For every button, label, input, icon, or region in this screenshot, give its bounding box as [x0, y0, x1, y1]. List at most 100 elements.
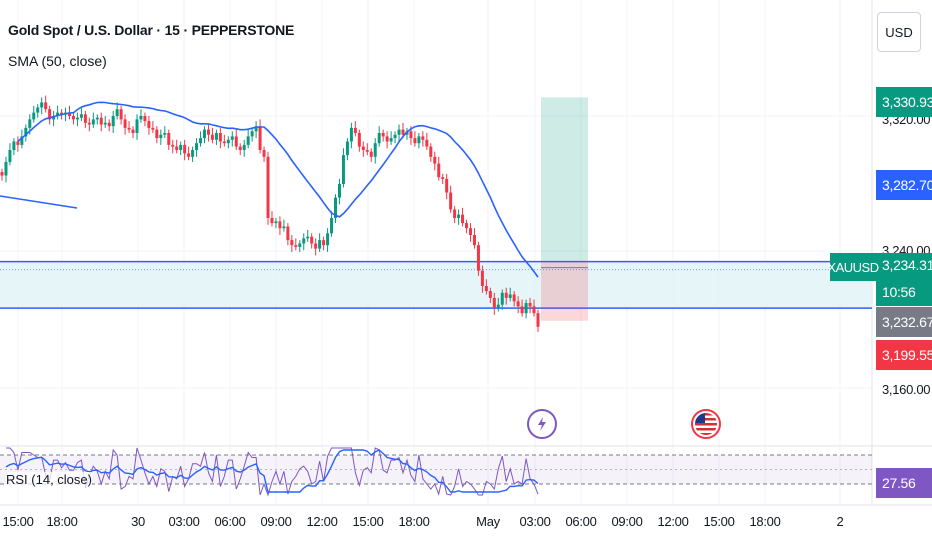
candle-body — [206, 129, 210, 135]
candle-body — [28, 119, 32, 128]
candle-body — [123, 119, 127, 128]
candle-body — [381, 133, 385, 137]
candle-body — [107, 122, 111, 127]
candle-body — [310, 236, 314, 244]
candle-body — [99, 117, 103, 125]
candle-body — [147, 121, 151, 128]
candle-body — [441, 177, 445, 179]
candle-body — [476, 245, 480, 271]
candle-body — [528, 303, 532, 307]
candle-body — [421, 136, 425, 140]
candle-body — [44, 102, 48, 110]
candle-body — [226, 139, 230, 144]
candle-body — [461, 214, 465, 224]
candle-body — [159, 134, 163, 139]
time-tick: 15:00 — [352, 514, 384, 529]
rsi-indicator-label[interactable]: RSI (14, close) — [6, 472, 92, 487]
target-price-tag: 3,330.93 — [876, 87, 932, 117]
candle-body — [484, 286, 488, 292]
us-flag-event-icon[interactable] — [691, 409, 721, 439]
candle-body — [401, 129, 405, 135]
candle-body — [250, 131, 254, 137]
candle-body — [167, 133, 171, 145]
candle-body — [214, 133, 218, 140]
lightning-event-icon[interactable] — [527, 409, 557, 439]
candle-body — [234, 136, 238, 147]
candle-body — [437, 163, 441, 178]
candle-body — [480, 270, 484, 286]
candle-body — [322, 240, 326, 246]
candle-body — [210, 134, 214, 140]
time-tick: 2 — [836, 514, 844, 529]
time-tick: 03:00 — [519, 514, 551, 529]
candle-body — [111, 116, 115, 127]
candle-body — [278, 221, 282, 229]
sma-line-prior — [0, 195, 78, 209]
candle-body — [357, 133, 361, 147]
time-tick: 18:00 — [46, 514, 78, 529]
candle-body — [330, 218, 334, 234]
candle-body — [75, 117, 79, 120]
candle-body — [349, 127, 353, 142]
range-band — [0, 261, 872, 309]
candle-body — [445, 178, 449, 193]
candle-body — [302, 238, 306, 244]
candle-body — [202, 129, 206, 139]
currency-selector[interactable]: USD — [877, 12, 921, 52]
time-tick: 15:00 — [703, 514, 735, 529]
candle-body — [413, 138, 417, 144]
candle-body — [345, 141, 349, 156]
candle-body — [512, 294, 516, 302]
candle-body — [79, 114, 83, 118]
candle-body — [377, 133, 381, 144]
candle-body — [286, 226, 290, 241]
candle-body — [314, 243, 318, 249]
candle-body — [83, 114, 87, 123]
candle-body — [258, 126, 262, 150]
candle-body — [266, 156, 270, 218]
candle-body — [183, 144, 187, 154]
candle-body — [4, 161, 8, 176]
candle-body — [334, 197, 338, 218]
candle-body — [20, 136, 24, 145]
candle-body — [453, 209, 457, 218]
candle-body — [532, 306, 536, 314]
candle-body — [179, 144, 183, 150]
candle-body — [457, 214, 461, 218]
candle-body — [24, 127, 28, 137]
candle-body — [472, 235, 476, 246]
price-tick: 3,160.00 — [882, 382, 931, 397]
candle-body — [397, 129, 401, 135]
candle-body — [520, 306, 524, 314]
candle-body — [449, 192, 453, 210]
candle-body — [103, 122, 107, 125]
candle-body — [71, 116, 75, 120]
candle-body — [87, 122, 91, 125]
candle-body — [139, 116, 143, 120]
candle-body — [242, 144, 246, 150]
rsi-value-tag: 27.56 — [876, 468, 932, 498]
candle-body — [465, 223, 469, 229]
symbol-label: XAUUSD — [827, 253, 879, 281]
candle-body — [52, 116, 56, 120]
candle-body — [516, 301, 520, 307]
candle-body — [60, 112, 64, 115]
candle-body — [115, 109, 119, 116]
candle-body — [508, 294, 512, 298]
candle-body — [417, 136, 421, 144]
candle-body — [492, 297, 496, 309]
candle-body — [365, 150, 369, 152]
candle-body — [306, 236, 310, 239]
candle-body — [40, 102, 44, 108]
candle-body — [12, 141, 16, 150]
candle-body — [393, 134, 397, 139]
sma-indicator-label[interactable]: SMA (50, close) — [8, 53, 107, 69]
candle-body — [238, 146, 242, 150]
candle-body — [254, 126, 258, 132]
candle-body — [8, 150, 12, 162]
candle-body — [143, 116, 147, 122]
candle-body — [199, 138, 203, 144]
time-tick: 06:00 — [565, 514, 597, 529]
candle-body — [95, 117, 99, 120]
